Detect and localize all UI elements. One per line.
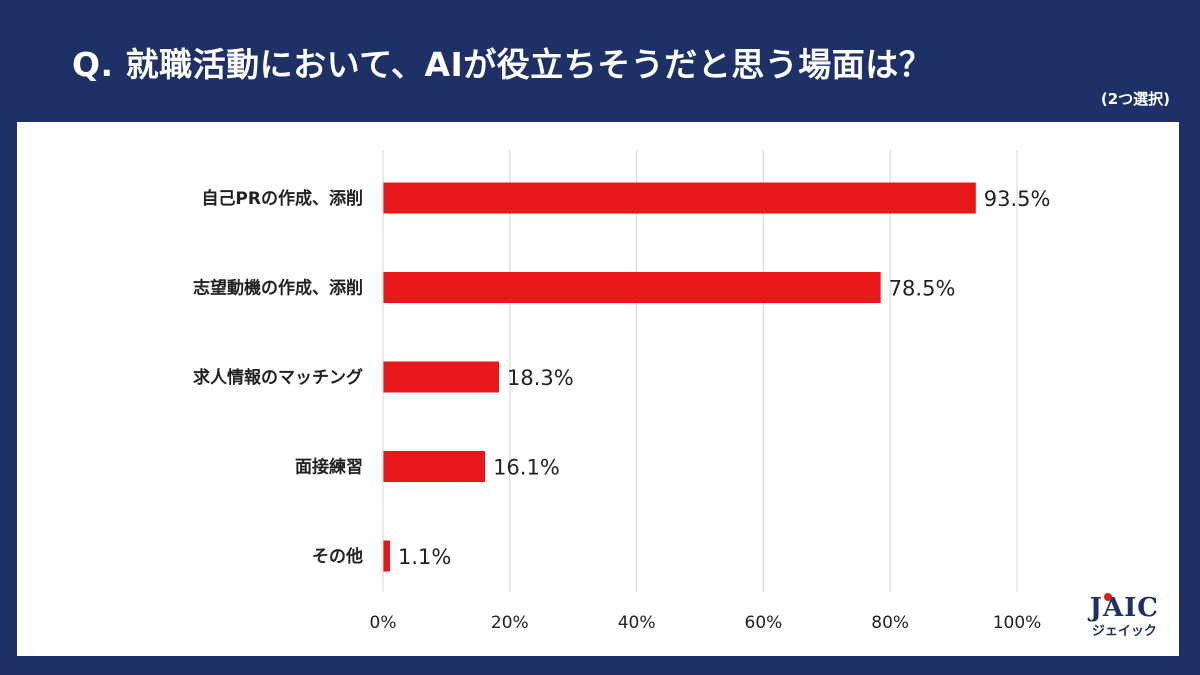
selection-note: (2つ選択) — [1100, 90, 1170, 108]
category-label: その他 — [312, 546, 363, 567]
bar — [383, 272, 881, 303]
logo-main-text: JAIC — [1089, 593, 1159, 623]
value-label: 1.1% — [398, 545, 451, 569]
chart-panel: 0% 20% 40% 60% 80% 100% 自己PRの作成、添削 93.5% 志望動機の作成… — [17, 122, 1179, 656]
category-label: 求人情報のマッチング — [193, 367, 363, 388]
category-label: 面接練習 — [295, 457, 363, 478]
x-tick-label: 0% — [370, 613, 397, 633]
value-label: 16.1% — [493, 456, 560, 480]
value-label: 93.5% — [984, 187, 1051, 211]
x-tick-label: 20% — [491, 613, 529, 633]
bar-chart: 0% 20% 40% 60% 80% 100% 自己PRの作成、添削 93.5% 志望動機の作成… — [193, 150, 1051, 633]
x-tick-label: 80% — [871, 613, 909, 633]
x-tick-label: 40% — [618, 613, 656, 633]
bar — [383, 361, 500, 393]
x-tick-label: 100% — [993, 613, 1042, 633]
value-label: 18.3% — [507, 366, 574, 390]
question-title: Q. 就職活動において、AIが役立ちそうだと思う場面は？ — [72, 45, 933, 84]
logo-dot-icon — [1103, 593, 1112, 601]
bar — [383, 451, 486, 482]
category-label: 志望動機の作成、添削 — [193, 278, 363, 299]
category-label: 自己PRの作成、添削 — [201, 188, 363, 209]
value-label: 78.5% — [889, 277, 956, 301]
jaic-logo: JAIC ジェイック — [1089, 593, 1159, 639]
logo-sub-text: ジェイック — [1091, 624, 1157, 639]
x-tick-label: 60% — [745, 613, 783, 633]
bar — [383, 182, 976, 214]
bar — [383, 540, 390, 572]
